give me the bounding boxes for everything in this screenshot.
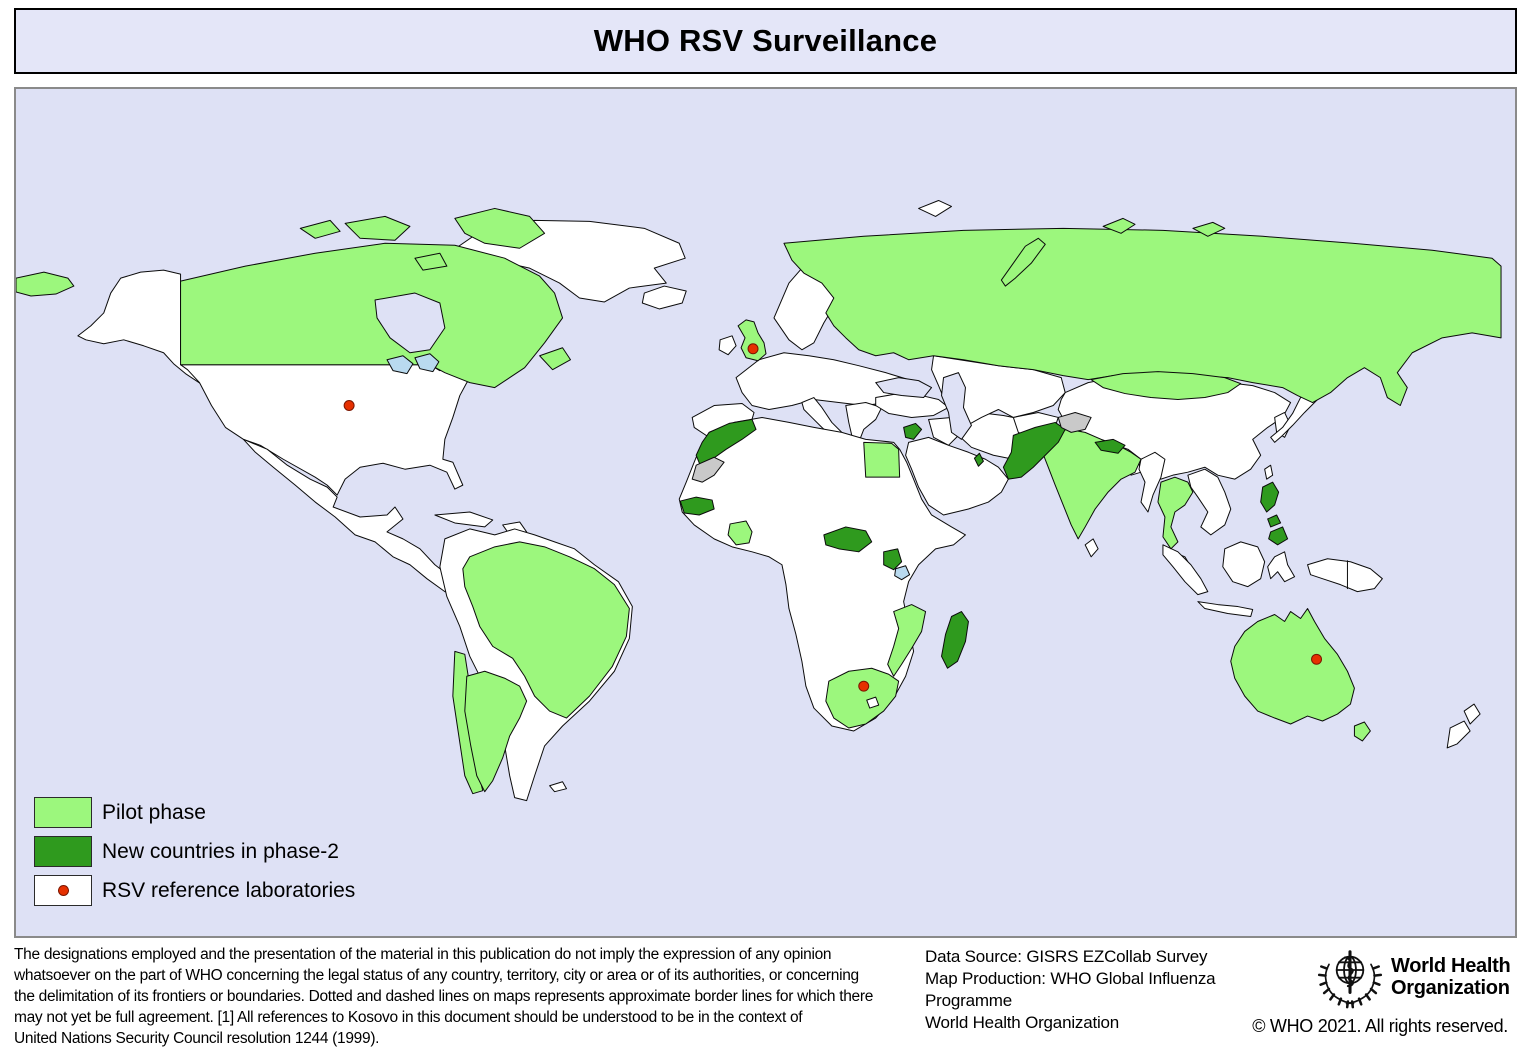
legend-label: RSV reference laboratories bbox=[102, 878, 356, 902]
island-banks bbox=[300, 220, 340, 238]
country-new-zealand-south bbox=[1447, 721, 1470, 748]
country-myanmar bbox=[1139, 452, 1165, 512]
country-uganda bbox=[884, 549, 902, 570]
country-cote-divoire bbox=[728, 521, 752, 545]
island-sulawesi bbox=[1268, 552, 1295, 582]
country-argentina bbox=[465, 671, 527, 791]
island-victoria bbox=[345, 216, 410, 240]
country-ireland bbox=[719, 336, 736, 355]
island-philippines-mindanao bbox=[1269, 527, 1288, 545]
region-kashmir bbox=[1058, 412, 1091, 432]
country-russia bbox=[784, 228, 1501, 405]
who-logo-text: World Health Organization bbox=[1391, 955, 1511, 999]
source-block: Data Source: GISRS EZCollab Survey Map P… bbox=[925, 946, 1305, 1034]
country-pakistan bbox=[1003, 422, 1065, 479]
rsv-lab-dot-usa bbox=[343, 400, 355, 411]
region-chukotka bbox=[16, 272, 74, 296]
country-madagascar bbox=[942, 612, 969, 669]
lab-swatch bbox=[34, 875, 92, 906]
island-new-siberian bbox=[1193, 222, 1225, 236]
island-novaya-zemlya bbox=[1001, 238, 1045, 286]
country-morocco bbox=[696, 419, 756, 465]
country-jordan bbox=[904, 423, 922, 439]
legend-item-phase2: New countries in phase-2 bbox=[34, 836, 355, 867]
country-taiwan bbox=[1265, 465, 1273, 479]
country-thailand bbox=[1158, 477, 1193, 549]
island-tasmania bbox=[1354, 722, 1370, 741]
country-sri-lanka bbox=[1085, 539, 1098, 557]
country-lesotho bbox=[867, 697, 879, 708]
footer: The designations employed and the presen… bbox=[0, 938, 1531, 1054]
black-sea bbox=[876, 378, 932, 398]
world-map bbox=[16, 89, 1515, 936]
island-falklands bbox=[550, 782, 567, 792]
organization-line: World Health Organization bbox=[925, 1013, 1120, 1032]
copyright-text: © WHO 2021. All rights reserved. bbox=[1252, 1016, 1508, 1036]
legend-label: Pilot phase bbox=[102, 800, 206, 824]
legend-label: New countries in phase-2 bbox=[102, 839, 339, 863]
country-nepal bbox=[1095, 439, 1125, 453]
country-qatar bbox=[974, 453, 983, 466]
island-severnaya-zemlya bbox=[1103, 218, 1135, 233]
hudson-bay bbox=[375, 293, 445, 353]
disclaimer-text: The designations employed and the presen… bbox=[14, 946, 874, 1047]
legend: Pilot phase New countries in phase-2 RSV… bbox=[34, 797, 355, 906]
great-lakes-east bbox=[415, 354, 439, 372]
country-svalbard bbox=[919, 200, 952, 216]
country-central-african-republic bbox=[824, 527, 872, 552]
island-philippines-visayas bbox=[1268, 515, 1281, 527]
island-borneo bbox=[1223, 542, 1265, 587]
island-java bbox=[1198, 602, 1253, 617]
country-south-africa bbox=[826, 668, 899, 728]
lake-victoria bbox=[895, 566, 910, 580]
legend-item-labs: RSV reference laboratories bbox=[34, 875, 355, 906]
legend-item-pilot: Pilot phase bbox=[34, 797, 355, 828]
title-bar: WHO RSV Surveillance bbox=[14, 8, 1517, 74]
country-new-zealand-north bbox=[1464, 704, 1480, 724]
country-canada bbox=[181, 243, 563, 387]
region-indochina bbox=[1188, 469, 1231, 535]
country-brazil bbox=[463, 542, 630, 718]
island-new-guinea bbox=[1308, 559, 1383, 592]
world-map-panel: Pilot phase New countries in phase-2 RSV… bbox=[14, 87, 1517, 938]
map-production-line: Map Production: WHO Global Influenza Pro… bbox=[925, 969, 1216, 1010]
rsv-lab-dot-uk bbox=[747, 343, 759, 355]
region-balkans-greece bbox=[846, 403, 882, 443]
country-united-kingdom bbox=[738, 320, 766, 361]
region-western-sahara bbox=[692, 457, 724, 482]
country-iceland bbox=[642, 286, 686, 309]
data-source-line: Data Source: GISRS EZCollab Survey bbox=[925, 947, 1208, 966]
phase2-swatch bbox=[34, 836, 92, 867]
pilot-phase-swatch bbox=[34, 797, 92, 828]
country-turkey bbox=[876, 394, 949, 418]
country-usa bbox=[181, 360, 481, 495]
island-baffin bbox=[455, 208, 545, 248]
island-newfoundland bbox=[540, 348, 571, 370]
country-senegal bbox=[680, 497, 714, 515]
island-sumatra bbox=[1163, 545, 1208, 595]
page-title: WHO RSV Surveillance bbox=[593, 23, 938, 58]
great-lakes-west bbox=[387, 356, 413, 374]
who-logo-block: World Health Organization bbox=[1315, 942, 1517, 1012]
country-egypt bbox=[864, 442, 900, 477]
country-india bbox=[1041, 429, 1141, 538]
who-logo-icon bbox=[1317, 950, 1383, 1009]
country-mongolia bbox=[1091, 372, 1241, 400]
rsv-lab-dot-australia bbox=[1311, 653, 1323, 665]
country-australia bbox=[1231, 609, 1355, 724]
caspian-sea bbox=[942, 373, 972, 440]
island-philippines-luzon bbox=[1261, 482, 1279, 512]
region-arabia bbox=[906, 437, 1009, 515]
lab-dot-icon bbox=[57, 885, 69, 896]
country-mozambique bbox=[888, 605, 926, 677]
island-southampton bbox=[415, 253, 447, 270]
rsv-lab-dot-south-africa bbox=[858, 680, 870, 692]
country-cuba bbox=[435, 512, 493, 527]
